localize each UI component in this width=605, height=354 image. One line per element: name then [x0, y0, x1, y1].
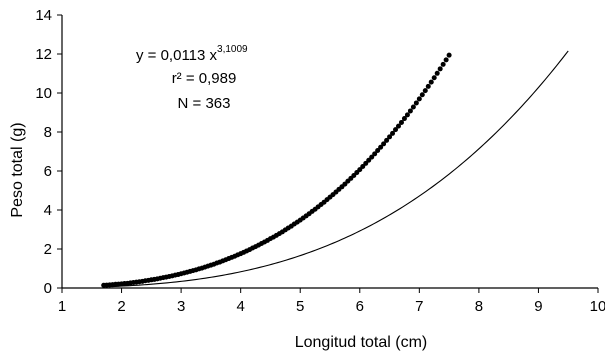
x-tick-label: 6	[356, 298, 364, 315]
x-tick-label: 1	[58, 298, 66, 315]
x-axis-title: Longitud total (cm)	[295, 334, 428, 351]
equation-annotation: y = 0,0113 x3,1009 r² = 0,989 N = 363	[136, 44, 248, 112]
y-tick-label: 2	[44, 241, 52, 258]
data-point	[381, 141, 387, 147]
data-point	[413, 100, 419, 106]
data-point	[407, 108, 413, 114]
y-tick-label: 6	[44, 163, 52, 180]
data-point	[378, 144, 384, 150]
x-tick-label: 7	[415, 298, 423, 315]
data-point	[387, 134, 393, 140]
data-point	[410, 104, 416, 110]
x-tick-label: 8	[475, 298, 483, 315]
data-point	[422, 88, 428, 94]
y-tick-label: 8	[44, 124, 52, 141]
data-point	[443, 57, 449, 63]
data-point	[366, 157, 372, 163]
data-points	[101, 52, 452, 288]
x-tick-label: 10	[590, 298, 605, 315]
data-point	[434, 70, 440, 76]
r-squared-label: r² = 0,989	[172, 70, 237, 87]
data-point	[416, 96, 422, 102]
equation-text: y = 0,0113 x3,1009	[136, 44, 248, 64]
data-point	[398, 119, 404, 125]
data-point	[446, 52, 452, 58]
y-tick-label: 4	[44, 202, 52, 219]
data-point	[372, 151, 378, 157]
data-point	[401, 116, 407, 122]
y-tick-label: 14	[35, 7, 52, 24]
data-point	[357, 167, 363, 173]
data-point	[384, 137, 390, 143]
data-point	[437, 66, 443, 72]
equation-exponent: 3,1009	[217, 44, 248, 55]
data-point	[440, 61, 446, 67]
y-tick-label: 0	[44, 280, 52, 297]
x-tick-label: 5	[296, 298, 304, 315]
data-point	[375, 148, 381, 154]
x-tick-label: 3	[177, 298, 185, 315]
data-point	[363, 160, 369, 166]
y-tick-label: 10	[35, 85, 52, 102]
data-point	[390, 130, 396, 136]
data-point	[395, 123, 401, 129]
data-point	[393, 127, 399, 133]
x-tick-label: 4	[236, 298, 244, 315]
data-point	[419, 92, 425, 98]
data-point	[360, 164, 366, 170]
data-point	[369, 154, 375, 160]
x-tick-label: 9	[534, 298, 542, 315]
x-tick-label: 2	[117, 298, 125, 315]
data-point	[431, 75, 437, 81]
equation-lhs: y = 0,0113 x	[136, 47, 218, 64]
data-point	[404, 112, 410, 118]
n-count-label: N = 363	[178, 95, 231, 112]
data-point	[428, 79, 434, 85]
y-tick-label: 12	[35, 46, 52, 63]
y-axis-title: Peso total (g)	[9, 122, 26, 217]
fit-curve	[103, 50, 569, 288]
data-point	[425, 83, 431, 89]
